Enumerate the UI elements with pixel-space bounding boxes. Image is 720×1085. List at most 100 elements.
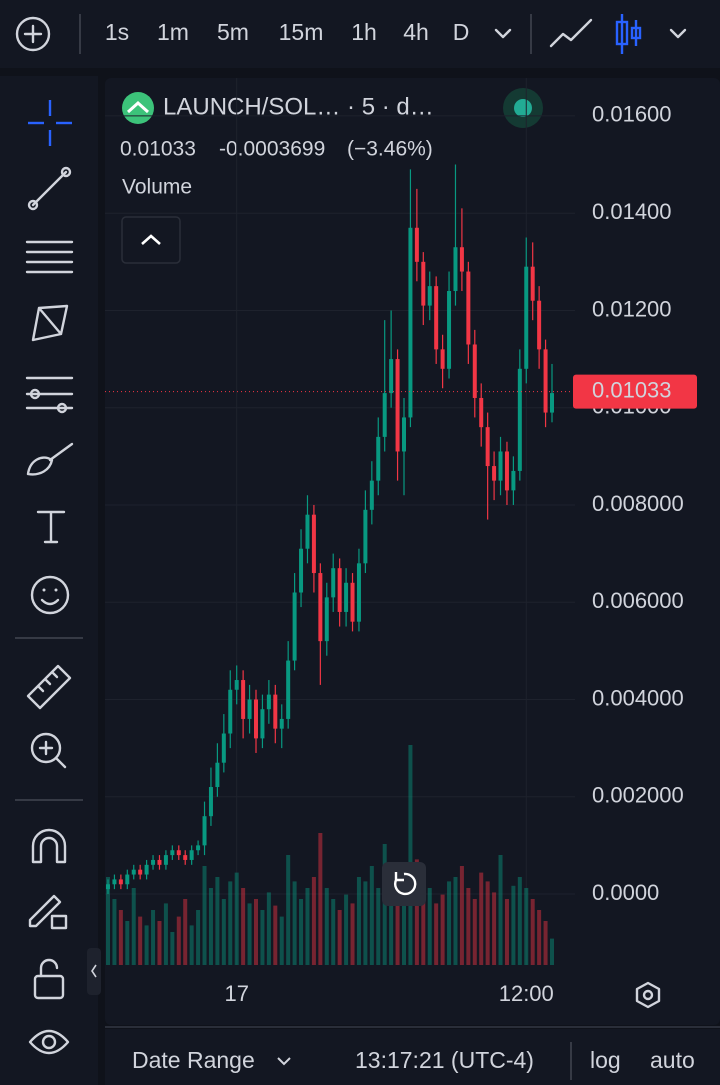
candle-body — [279, 718, 284, 729]
interval-button[interactable]: 4h — [403, 19, 429, 45]
candle-body — [241, 680, 246, 719]
candle-body — [530, 266, 535, 301]
volume-bar — [131, 888, 136, 965]
interval-button[interactable]: 1h — [351, 19, 377, 45]
candle-body — [170, 850, 175, 856]
volume-bar — [369, 866, 374, 965]
crosshair-tool[interactable] — [28, 100, 72, 146]
volume-bar — [138, 916, 143, 965]
volume-bar — [234, 872, 239, 965]
candle-body — [524, 266, 529, 369]
ruler-tool[interactable] — [26, 664, 72, 710]
volume-bar — [395, 872, 400, 965]
zoom-tool[interactable] — [30, 732, 67, 769]
brush-tool[interactable] — [26, 442, 74, 476]
reset-button[interactable] — [382, 862, 426, 906]
volume-bar — [331, 899, 336, 965]
volume-bar — [189, 925, 194, 965]
date-range-chevron — [277, 1057, 291, 1066]
candle-body — [479, 397, 484, 428]
volume-bar — [402, 888, 406, 965]
pattern-tool[interactable] — [31, 304, 69, 342]
candle-body — [459, 247, 464, 272]
volume-bar — [196, 910, 201, 965]
volume-bar — [144, 925, 149, 965]
interval-button[interactable]: D — [453, 19, 470, 45]
volume-bar — [241, 888, 246, 965]
interval-button[interactable]: 5m — [217, 19, 249, 45]
interval-dropdown[interactable] — [494, 28, 512, 39]
chart-type-dropdown[interactable] — [669, 28, 687, 39]
settings-button[interactable] — [635, 981, 661, 1009]
lock-tool[interactable] — [33, 958, 65, 1000]
candle-body — [376, 436, 381, 481]
volume-bar — [279, 916, 284, 965]
trend-line-tool[interactable] — [27, 166, 72, 211]
volume-bar — [125, 921, 130, 965]
volume-bar — [356, 877, 361, 965]
visibility-tool[interactable] — [28, 1029, 70, 1055]
lock-drawing-tool[interactable] — [28, 894, 68, 930]
candle-body — [427, 286, 432, 306]
candle-body — [550, 393, 554, 413]
status-dot — [514, 99, 532, 117]
candle-body — [498, 451, 503, 481]
fib-tool[interactable] — [25, 240, 74, 274]
volume-bar — [498, 855, 503, 965]
chart-panel — [105, 78, 720, 1025]
candle-body — [118, 879, 123, 885]
text-tool[interactable] — [36, 510, 66, 544]
y-tick-label: 0.01400 — [592, 199, 672, 224]
candle-body — [511, 470, 516, 491]
x-tick-label: 12:00 — [499, 981, 554, 1006]
volume-bar — [151, 910, 156, 965]
clock: 13:17:21 (UTC-4) — [355, 1047, 534, 1073]
candle-body — [202, 816, 207, 846]
candle-body — [447, 290, 452, 369]
volume-bar — [466, 888, 471, 965]
candle-body — [228, 689, 233, 734]
candle-body — [144, 864, 149, 875]
prediction-tool[interactable] — [25, 376, 74, 414]
interval-button[interactable]: 1m — [157, 19, 189, 45]
interval-button[interactable]: 15m — [279, 19, 324, 45]
log-toggle[interactable]: log — [590, 1047, 621, 1073]
collapse-legend[interactable] — [121, 216, 181, 264]
volume-bar — [524, 888, 529, 965]
volume-bar — [337, 910, 342, 965]
candle-body — [402, 417, 406, 452]
interval-button[interactable]: 1s — [105, 19, 129, 45]
volume-bar — [176, 916, 181, 965]
candle-body — [311, 514, 316, 574]
candle-body — [215, 762, 220, 788]
add-button[interactable] — [15, 16, 51, 52]
candle-body — [466, 271, 471, 345]
volume-bar — [247, 903, 252, 965]
line-chart-button[interactable] — [549, 18, 593, 48]
date-range[interactable]: Date Range — [132, 1047, 255, 1073]
candle-body — [247, 699, 252, 719]
candle-body — [421, 261, 426, 306]
volume-bar — [459, 866, 464, 965]
auto-toggle[interactable]: auto — [650, 1047, 695, 1073]
candle-body — [163, 855, 168, 865]
collapse-toolbar[interactable] — [87, 948, 101, 995]
volume-bar — [112, 899, 117, 965]
candle-chart-button[interactable] — [615, 14, 642, 54]
emoji-tool[interactable] — [30, 575, 70, 615]
collapse-arrow — [91, 964, 97, 978]
y-tick-label: 0.01200 — [592, 296, 672, 321]
candle-body — [176, 850, 181, 856]
volume-bar — [376, 888, 381, 965]
volume-bar — [479, 872, 484, 965]
symbol-icon — [122, 92, 154, 124]
volume-bar — [408, 745, 413, 965]
x-tick-label: 17 — [224, 981, 248, 1006]
volume-bar — [221, 899, 226, 965]
volume-bar — [254, 899, 258, 965]
candle-body — [504, 451, 509, 491]
magnet-tool[interactable] — [31, 828, 67, 864]
last-price-label: 0.01033 — [592, 377, 672, 402]
